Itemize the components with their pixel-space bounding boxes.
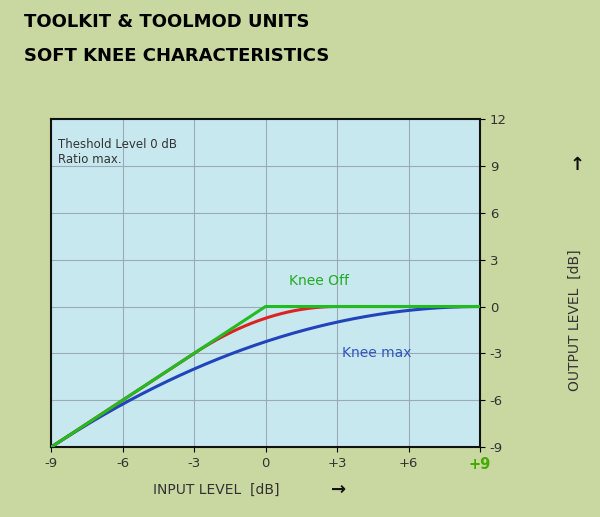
Text: TOOLKIT & TOOLMOD UNITS: TOOLKIT & TOOLMOD UNITS [24, 13, 310, 31]
Text: Theshold Level 0 dB
Ratio max.: Theshold Level 0 dB Ratio max. [58, 138, 177, 165]
Text: OUTPUT LEVEL  [dB]: OUTPUT LEVEL [dB] [568, 250, 582, 391]
Text: Knee Off: Knee Off [289, 273, 349, 288]
Text: ↑: ↑ [569, 157, 585, 174]
Text: INPUT LEVEL  [dB]: INPUT LEVEL [dB] [153, 483, 279, 497]
Text: SOFT KNEE CHARACTERISTICS: SOFT KNEE CHARACTERISTICS [24, 47, 329, 65]
Text: Knee max: Knee max [342, 346, 411, 360]
Text: →: → [331, 481, 347, 499]
